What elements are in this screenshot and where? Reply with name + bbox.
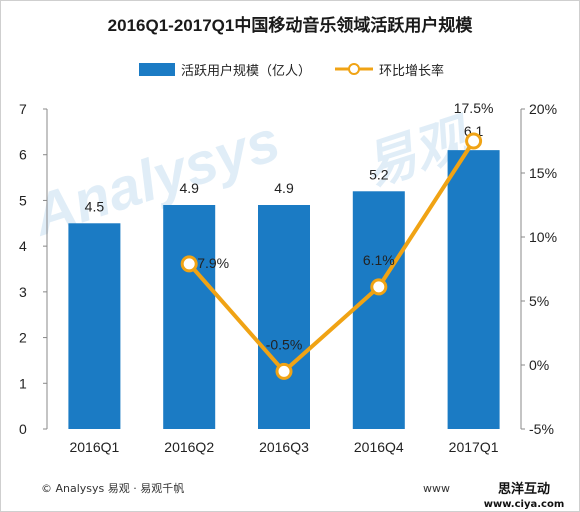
- watermark-latin: Analysys: [23, 108, 287, 249]
- growth-value-label: 7.9%: [197, 255, 229, 271]
- legend-line-marker: [348, 63, 360, 75]
- bar: [447, 150, 500, 429]
- bar: [258, 205, 310, 429]
- bar-value-label: 4.5: [85, 198, 105, 214]
- stamp-background: [469, 479, 579, 511]
- bar: [68, 223, 121, 429]
- footer-source: © Analysys 易观 · 易观千帆: [41, 481, 184, 495]
- left-tick-label: 5: [19, 192, 27, 208]
- legend-bar-label: 活跃用户规模（亿人）: [181, 63, 311, 79]
- category-label: 2016Q4: [354, 439, 404, 455]
- growth-value-label: 6.1%: [363, 252, 395, 268]
- bar-value-label: 5.2: [369, 166, 389, 182]
- plot-area: 0 1 2 3 4 5 6 7 -5% 0% 5% 10% 15% 20% 2016Q1 2016Q2 2016…: [19, 100, 557, 455]
- bar-value-label: 4.9: [274, 180, 294, 196]
- growth-marker: [275, 362, 293, 380]
- growth-value-label: -0.5%: [266, 336, 303, 352]
- left-tick-label: 6: [19, 147, 27, 163]
- bar-value-label: 4.9: [179, 180, 199, 196]
- left-tick-label: 1: [19, 375, 27, 391]
- right-tick-label: 5%: [529, 293, 549, 309]
- category-label: 2016Q3: [259, 439, 309, 455]
- stamp-logo: 思洋互动 www.ciya.com: [469, 479, 579, 511]
- left-tick-label: 2: [19, 330, 27, 346]
- left-tick-label: 7: [19, 101, 27, 117]
- left-tick-label: 4: [19, 238, 27, 254]
- right-tick-label: -5%: [529, 421, 554, 437]
- growth-line: [187, 139, 476, 374]
- category-label: 2016Q2: [164, 439, 214, 455]
- legend: 活跃用户规模（亿人） 环比增长率: [139, 63, 444, 79]
- stamp-line1: 思洋互动: [498, 481, 550, 497]
- chart-title: 2016Q1-2017Q1中国移动音乐领域活跃用户规模: [108, 15, 474, 35]
- legend-bar-swatch: [139, 63, 175, 76]
- right-tick-label: 0%: [529, 357, 549, 373]
- category-label: 2016Q1: [69, 439, 119, 455]
- left-tick-label: 0: [19, 421, 27, 437]
- growth-marker: [370, 278, 388, 296]
- bar: [163, 205, 216, 429]
- right-tick-label: 20%: [529, 101, 557, 117]
- right-tick-label: 15%: [529, 165, 557, 181]
- stamp-line2: www.ciya.com: [484, 499, 565, 510]
- bar: [352, 191, 405, 429]
- legend-line-label: 环比增长率: [379, 63, 444, 79]
- growth-value-label: 17.5%: [454, 100, 494, 116]
- footer-url: www: [423, 482, 450, 495]
- growth-marker: [465, 132, 483, 150]
- growth-marker: [180, 255, 198, 273]
- left-tick-label: 3: [19, 284, 27, 300]
- category-label: 2017Q1: [449, 439, 499, 455]
- right-tick-label: 10%: [529, 229, 557, 245]
